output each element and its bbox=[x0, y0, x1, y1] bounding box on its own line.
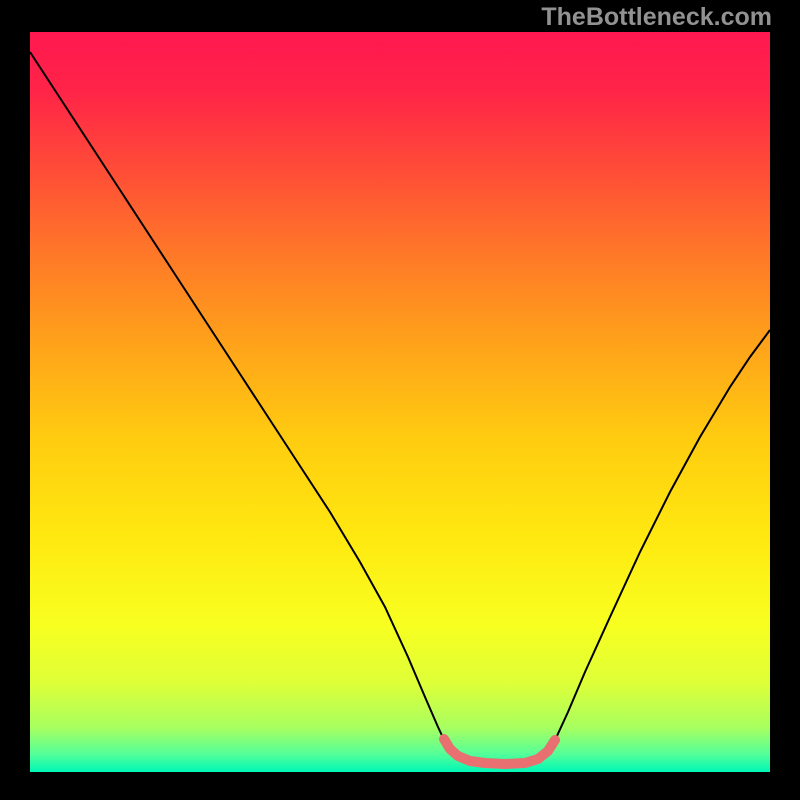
watermark-text: TheBottleneck.com bbox=[541, 3, 772, 32]
chart-container: TheBottleneck.com bbox=[0, 0, 800, 800]
plot-area bbox=[30, 32, 770, 772]
bottleneck-curve bbox=[30, 52, 770, 764]
bottom-highlight-marker bbox=[444, 739, 555, 764]
curve-svg bbox=[30, 32, 770, 772]
